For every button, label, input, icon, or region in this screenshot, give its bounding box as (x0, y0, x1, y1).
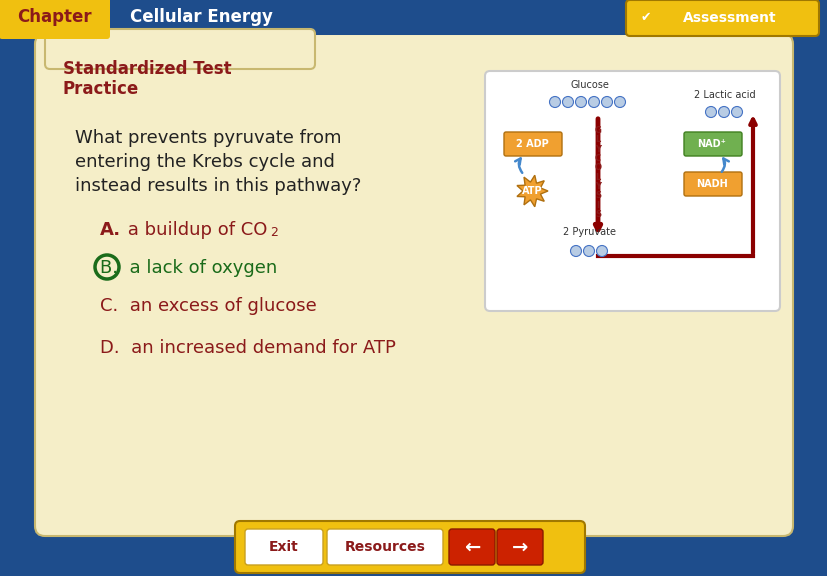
Text: Cellular Energy: Cellular Energy (130, 8, 273, 26)
Text: D.  an increased demand for ATP: D. an increased demand for ATP (100, 339, 395, 357)
FancyBboxPatch shape (235, 521, 585, 573)
Text: 2 Lactic acid: 2 Lactic acid (693, 90, 755, 100)
Text: Exit: Exit (269, 540, 299, 554)
FancyBboxPatch shape (683, 172, 741, 196)
FancyBboxPatch shape (45, 29, 314, 69)
FancyBboxPatch shape (327, 529, 442, 565)
Circle shape (549, 97, 560, 108)
Circle shape (562, 97, 573, 108)
Text: Glucose: Glucose (570, 80, 609, 90)
Circle shape (570, 245, 581, 256)
Circle shape (705, 107, 715, 118)
Text: 2: 2 (270, 226, 278, 239)
Text: ATP: ATP (521, 186, 542, 196)
FancyBboxPatch shape (496, 529, 543, 565)
Text: Chapter: Chapter (17, 8, 91, 26)
Text: ✔: ✔ (640, 12, 651, 25)
FancyBboxPatch shape (0, 0, 827, 35)
Text: Assessment: Assessment (682, 11, 776, 25)
Text: NAD⁺: NAD⁺ (696, 139, 725, 149)
Text: instead results in this pathway?: instead results in this pathway? (75, 177, 361, 195)
Text: What prevents pyruvate from: What prevents pyruvate from (75, 129, 341, 147)
Text: B.  a lack of oxygen: B. a lack of oxygen (100, 259, 277, 277)
Polygon shape (516, 175, 547, 207)
Circle shape (575, 97, 586, 108)
Text: C.  an excess of glucose: C. an excess of glucose (100, 297, 317, 315)
Text: Practice: Practice (63, 80, 139, 98)
Text: →: → (511, 537, 528, 556)
FancyBboxPatch shape (448, 529, 495, 565)
FancyBboxPatch shape (683, 132, 741, 156)
Text: NADH: NADH (696, 179, 727, 189)
Circle shape (718, 107, 729, 118)
Text: 2 ADP: 2 ADP (515, 139, 547, 149)
Text: 2 Pyruvate: 2 Pyruvate (563, 227, 616, 237)
Text: G
L
Y
C
O
L
Y
S
I
S: G L Y C O L Y S I S (594, 126, 600, 219)
Circle shape (614, 97, 624, 108)
Text: entering the Krebs cycle and: entering the Krebs cycle and (75, 153, 334, 171)
Text: A.: A. (100, 221, 121, 239)
FancyBboxPatch shape (485, 71, 779, 311)
Circle shape (600, 97, 612, 108)
FancyBboxPatch shape (504, 132, 562, 156)
Circle shape (595, 245, 607, 256)
FancyBboxPatch shape (0, 0, 110, 39)
Circle shape (730, 107, 742, 118)
Text: Resources: Resources (344, 540, 425, 554)
Text: ←: ← (463, 537, 480, 556)
Circle shape (588, 97, 599, 108)
FancyBboxPatch shape (625, 0, 818, 36)
Circle shape (583, 245, 594, 256)
FancyBboxPatch shape (245, 529, 323, 565)
Text: Standardized Test: Standardized Test (63, 60, 232, 78)
FancyBboxPatch shape (35, 34, 792, 536)
Text: a buildup of CO: a buildup of CO (122, 221, 267, 239)
